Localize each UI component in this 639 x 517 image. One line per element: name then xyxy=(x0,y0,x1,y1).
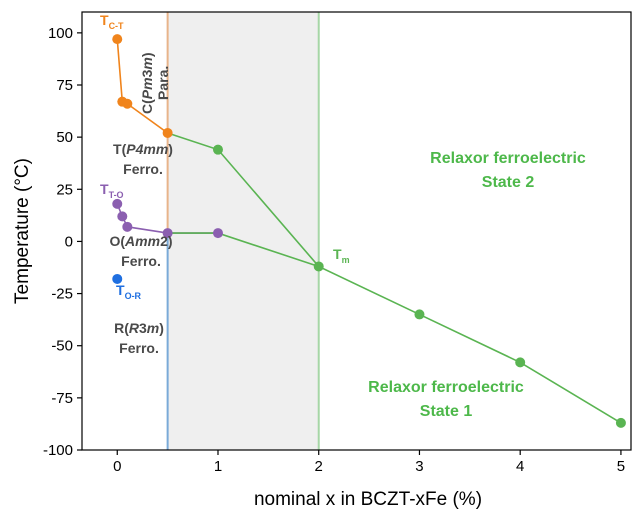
rhombohedral-ferro-label: Ferro. xyxy=(119,340,159,356)
relaxor-state1-line1: Relaxor ferroelectric xyxy=(368,379,524,396)
data-point xyxy=(112,34,122,44)
data-point xyxy=(616,418,626,428)
y-tick-label: -100 xyxy=(43,442,73,459)
tetragonal-phase-label: T(P4mm) xyxy=(113,141,173,157)
tct-label: TC-T xyxy=(100,12,124,31)
y-tick-label: -50 xyxy=(51,338,73,355)
data-point xyxy=(213,228,223,238)
data-point xyxy=(414,309,424,319)
tto-label: TT-O xyxy=(100,181,124,200)
x-tick-label: 3 xyxy=(415,458,423,475)
y-axis-title: Temperature (°C) xyxy=(12,158,33,304)
tetragonal-ferro-label: Ferro. xyxy=(123,161,163,177)
relaxor-state1-line2: State 1 xyxy=(420,403,473,420)
shaded-region xyxy=(168,12,319,450)
para-label: Para. xyxy=(155,66,171,100)
data-point xyxy=(163,128,173,138)
x-tick-label: 1 xyxy=(214,458,222,475)
x-tick-label: 4 xyxy=(516,458,524,475)
x-tick-label: 5 xyxy=(617,458,625,475)
data-point xyxy=(117,211,127,221)
cubic-phase-label: C(Pm3m) xyxy=(139,53,155,115)
rhombohedral-phase-label: R(R3m) xyxy=(114,320,164,336)
data-point xyxy=(213,145,223,155)
y-tick-label: 100 xyxy=(48,25,73,42)
orthorhombic-phase-label: O(Amm2) xyxy=(109,233,172,249)
y-tick-label: -75 xyxy=(51,390,73,407)
x-axis-title: nominal x in BCZT-xFe (%) xyxy=(254,489,482,510)
y-tick-label: 50 xyxy=(56,129,73,146)
relaxor-state2-line2: State 2 xyxy=(482,174,535,191)
tor-label: TO-R xyxy=(116,282,142,301)
data-point xyxy=(112,199,122,209)
data-point xyxy=(515,357,525,367)
y-tick-label: 25 xyxy=(56,181,73,198)
tm-label: Tm xyxy=(333,246,350,265)
orthorhombic-ferro-label: Ferro. xyxy=(121,253,161,269)
data-point xyxy=(314,261,324,271)
data-point xyxy=(122,99,132,109)
data-point xyxy=(122,222,132,232)
y-tick-label: 75 xyxy=(56,77,73,94)
y-ticks: 100 75 50 25 0 -25 -50 -75 -100 xyxy=(43,25,82,459)
relaxor-state2-line1: Relaxor ferroelectric xyxy=(430,150,586,167)
x-ticks: 0 1 2 3 4 5 xyxy=(113,450,625,475)
y-tick-label: -25 xyxy=(51,286,73,303)
x-tick-label: 2 xyxy=(315,458,323,475)
x-tick-label: 0 xyxy=(113,458,121,475)
y-tick-label: 0 xyxy=(65,233,73,250)
